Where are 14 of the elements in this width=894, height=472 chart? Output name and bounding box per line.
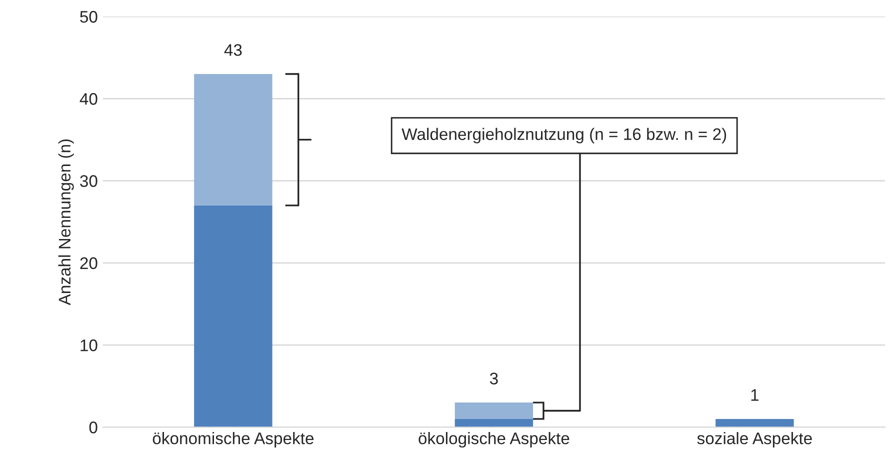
y-axis-title: Anzahl Nennungen (n) — [58, 139, 74, 306]
annotation: Waldenergieholznutzung (n = 16 bzw. n = 2) — [402, 128, 726, 144]
total-label: 43 — [224, 44, 242, 56]
x-tick-label: soziale Aspekte — [697, 432, 812, 448]
total-label: 3 — [490, 372, 498, 384]
y-tick-label: 30 — [80, 175, 98, 187]
y-tick-label: 0 — [89, 422, 98, 434]
y-tick-label: 10 — [80, 339, 98, 352]
x-tick-label: ökologische Aspekte — [418, 432, 570, 448]
y-tick-label: 40 — [80, 93, 98, 105]
x-tick-label: ökonomische Aspekte — [152, 432, 314, 448]
total-label: 1 — [751, 389, 759, 401]
y-tick-label: 50 — [80, 10, 98, 23]
y-tick-label: 20 — [80, 257, 98, 270]
